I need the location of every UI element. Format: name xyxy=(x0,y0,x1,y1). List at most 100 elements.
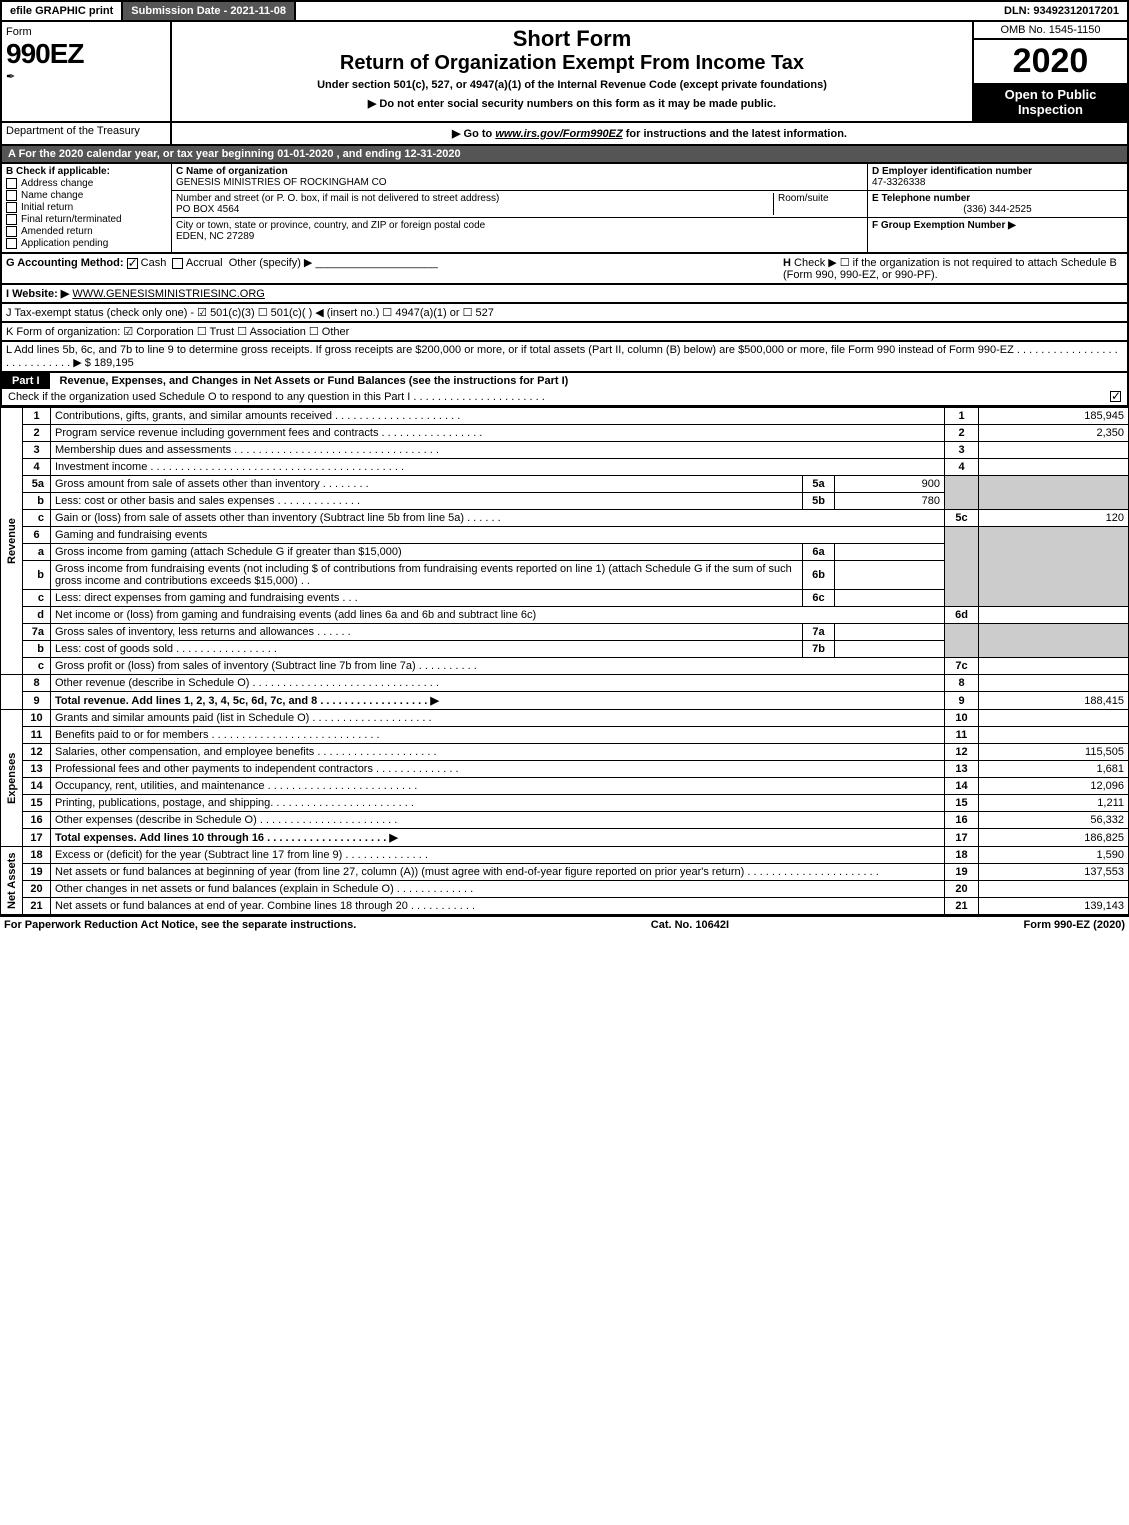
val-5c: 120 xyxy=(979,510,1129,527)
chk-name[interactable]: Name change xyxy=(6,190,167,201)
val-16: 56,332 xyxy=(979,812,1129,829)
net-side-label: Net Assets xyxy=(1,847,23,915)
part1-check-text: Check if the organization used Schedule … xyxy=(8,391,545,403)
f-label: F Group Exemption Number ▶ xyxy=(872,220,1016,231)
checkbox-accrual[interactable] xyxy=(172,258,183,269)
room-label: Room/suite xyxy=(773,193,863,215)
c-name-label: C Name of organization xyxy=(176,166,863,177)
goto-prefix: ▶ Go to xyxy=(452,128,495,140)
part1-checkbox[interactable] xyxy=(1110,391,1121,402)
top-bar: efile GRAPHIC print Submission Date - 20… xyxy=(0,0,1129,22)
section-c: C Name of organization GENESIS MINISTRIE… xyxy=(172,164,867,252)
val-5b: 780 xyxy=(835,493,945,510)
street-label: Number and street (or P. O. box, if mail… xyxy=(176,193,773,204)
checkbox-cash[interactable] xyxy=(127,258,138,269)
val-2: 2,350 xyxy=(979,425,1129,442)
page-footer: For Paperwork Reduction Act Notice, see … xyxy=(0,915,1129,933)
val-18: 1,590 xyxy=(979,847,1129,864)
val-9: 188,415 xyxy=(979,692,1129,710)
table-row: 9 Total revenue. Add lines 1, 2, 3, 4, 5… xyxy=(1,692,1129,710)
chk-address[interactable]: Address change xyxy=(6,178,167,189)
line-g: G Accounting Method: Cash Accrual Other … xyxy=(6,256,438,281)
checkbox-icon[interactable] xyxy=(6,202,17,213)
table-row: c Gross profit or (loss) from sales of i… xyxy=(1,658,1129,675)
footer-left: For Paperwork Reduction Act Notice, see … xyxy=(4,919,356,931)
f-row: F Group Exemption Number ▶ xyxy=(868,218,1127,233)
d-value: 47-3326338 xyxy=(872,177,1123,188)
revenue-side-label: Revenue xyxy=(1,408,23,675)
c-name-row: C Name of organization GENESIS MINISTRIE… xyxy=(172,164,867,191)
form-word: Form xyxy=(6,26,166,38)
b-heading: B Check if applicable: xyxy=(6,166,167,177)
table-row: 11 Benefits paid to or for members . . .… xyxy=(1,727,1129,744)
form-table: Revenue 1 Contributions, gifts, grants, … xyxy=(0,407,1129,915)
chk-amended[interactable]: Amended return xyxy=(6,226,167,237)
table-row: 13 Professional fees and other payments … xyxy=(1,761,1129,778)
under-section: Under section 501(c), 527, or 4947(a)(1)… xyxy=(176,79,968,91)
table-row: 17 Total expenses. Add lines 10 through … xyxy=(1,829,1129,847)
table-row: Net Assets 18 Excess or (deficit) for th… xyxy=(1,847,1129,864)
section-def: D Employer identification number 47-3326… xyxy=(867,164,1127,252)
d-row: D Employer identification number 47-3326… xyxy=(868,164,1127,191)
c-city-row: City or town, state or province, country… xyxy=(172,218,867,244)
checkbox-icon[interactable] xyxy=(6,178,17,189)
info-grid: B Check if applicable: Address change Na… xyxy=(0,164,1129,254)
footer-center: Cat. No. 10642I xyxy=(651,919,729,931)
inspection-label: Open to Public Inspection xyxy=(974,83,1127,121)
table-row: Revenue 1 Contributions, gifts, grants, … xyxy=(1,408,1129,425)
part1-header: Part I Revenue, Expenses, and Changes in… xyxy=(0,373,1129,407)
short-form-title: Short Form xyxy=(176,26,968,52)
website-value[interactable]: WWW.GENESISMINISTRIESINC.ORG xyxy=(72,288,265,300)
checkbox-icon[interactable] xyxy=(6,214,17,225)
e-row: E Telephone number (336) 344-2525 xyxy=(868,191,1127,218)
table-row: 6 Gaming and fundraising events xyxy=(1,527,1129,544)
table-row: 21 Net assets or fund balances at end of… xyxy=(1,898,1129,915)
line-j: J Tax-exempt status (check only one) - ☑… xyxy=(0,304,1129,323)
val-12: 115,505 xyxy=(979,744,1129,761)
chk-final[interactable]: Final return/terminated xyxy=(6,214,167,225)
val-17: 186,825 xyxy=(979,829,1129,847)
line-l: L Add lines 5b, 6c, and 7b to line 9 to … xyxy=(0,342,1129,373)
table-row: 20 Other changes in net assets or fund b… xyxy=(1,881,1129,898)
table-row: Expenses 10 Grants and similar amounts p… xyxy=(1,710,1129,727)
val-15: 1,211 xyxy=(979,795,1129,812)
header-left: Form 990EZ ✒ xyxy=(2,22,172,121)
val-1: 185,945 xyxy=(979,408,1129,425)
dept-row: Department of the Treasury ▶ Go to www.i… xyxy=(0,123,1129,146)
checkbox-icon[interactable] xyxy=(6,238,17,249)
efile-label: efile GRAPHIC print xyxy=(2,2,123,20)
dept-treasury: Department of the Treasury xyxy=(2,123,172,144)
val-13: 1,681 xyxy=(979,761,1129,778)
table-row: 16 Other expenses (describe in Schedule … xyxy=(1,812,1129,829)
checkbox-icon[interactable] xyxy=(6,226,17,237)
val-5a: 900 xyxy=(835,476,945,493)
gross-receipts: 189,195 xyxy=(94,357,134,369)
val-19: 137,553 xyxy=(979,864,1129,881)
table-row: 19 Net assets or fund balances at beginn… xyxy=(1,864,1129,881)
table-row: 2 Program service revenue including gove… xyxy=(1,425,1129,442)
line-g-h: G Accounting Method: Cash Accrual Other … xyxy=(0,254,1129,285)
table-row: 14 Occupancy, rent, utilities, and maint… xyxy=(1,778,1129,795)
table-row: d Net income or (loss) from gaming and f… xyxy=(1,607,1129,624)
table-row: 12 Salaries, other compensation, and emp… xyxy=(1,744,1129,761)
checkbox-icon[interactable] xyxy=(6,190,17,201)
spacer xyxy=(296,2,996,20)
chk-pending[interactable]: Application pending xyxy=(6,238,167,249)
table-row: 4 Investment income . . . . . . . . . . … xyxy=(1,459,1129,476)
footer-right: Form 990-EZ (2020) xyxy=(1024,919,1125,931)
main-title: Return of Organization Exempt From Incom… xyxy=(176,52,968,75)
section-b: B Check if applicable: Address change Na… xyxy=(2,164,172,252)
form-number: 990EZ xyxy=(6,38,166,70)
e-label: E Telephone number xyxy=(872,193,1123,204)
goto-line: ▶ Go to www.irs.gov/Form990EZ for instru… xyxy=(172,123,1127,144)
line-i: I Website: ▶ WWW.GENESISMINISTRIESINC.OR… xyxy=(0,285,1129,304)
street-value: PO BOX 4564 xyxy=(176,204,773,215)
header-center: Short Form Return of Organization Exempt… xyxy=(172,22,972,121)
irs-link[interactable]: www.irs.gov/Form990EZ xyxy=(495,128,622,140)
part1-label: Part I xyxy=(2,373,50,389)
chk-initial[interactable]: Initial return xyxy=(6,202,167,213)
table-row: 3 Membership dues and assessments . . . … xyxy=(1,442,1129,459)
tax-year: 2020 xyxy=(974,40,1127,83)
table-row: 7a Gross sales of inventory, less return… xyxy=(1,624,1129,641)
val-21: 139,143 xyxy=(979,898,1129,915)
